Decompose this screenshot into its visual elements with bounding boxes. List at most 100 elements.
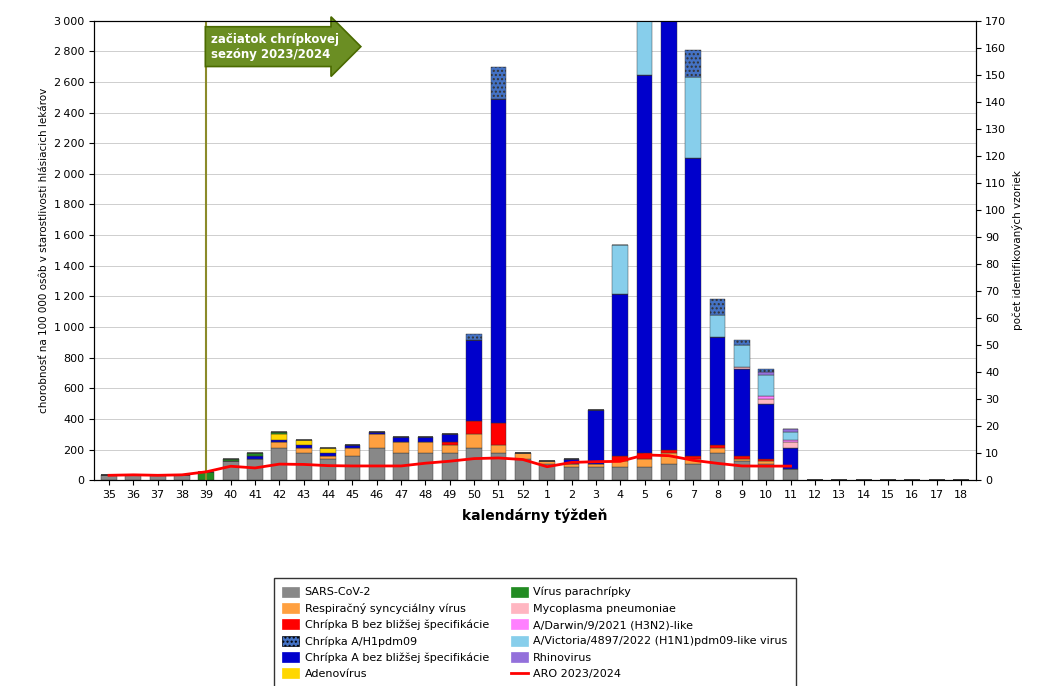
Bar (685, 464, 701, 480)
Y-axis label: počet identifikovaných vzoriek: počet identifikovaných vzoriek (1012, 170, 1023, 331)
Bar (466, 334, 483, 340)
Bar (613, 245, 628, 294)
Bar (783, 448, 798, 469)
Bar (515, 453, 531, 458)
Bar (248, 453, 263, 456)
Bar (442, 442, 457, 445)
Bar (758, 399, 774, 405)
Bar (709, 337, 726, 445)
Bar (758, 405, 774, 458)
Bar (685, 456, 701, 458)
Bar (783, 442, 798, 448)
Bar (563, 458, 579, 464)
X-axis label: kalendárny týždeň: kalendárny týždeň (463, 508, 607, 523)
Bar (758, 461, 774, 464)
Bar (248, 458, 263, 480)
Bar (198, 472, 214, 480)
Bar (637, 0, 652, 75)
Bar (587, 410, 604, 464)
Bar (491, 99, 507, 423)
Bar (637, 75, 652, 453)
Bar (783, 469, 798, 480)
Bar (320, 453, 336, 456)
Text: začiatok chrípkovej
sezóny 2023/2024: začiatok chrípkovej sezóny 2023/2024 (211, 33, 339, 60)
Bar (758, 369, 774, 372)
Bar (709, 445, 726, 448)
Bar (709, 299, 726, 316)
Bar (734, 458, 750, 461)
Bar (418, 442, 433, 453)
Bar (344, 448, 361, 456)
Bar (709, 316, 726, 337)
Bar (320, 458, 336, 480)
Bar (685, 50, 701, 78)
Bar (272, 434, 287, 440)
Bar (563, 466, 579, 480)
Bar (563, 464, 579, 466)
Bar (613, 456, 628, 461)
Bar (685, 78, 701, 158)
Bar (685, 458, 701, 464)
Bar (272, 448, 287, 480)
Bar (466, 340, 483, 421)
Bar (613, 461, 628, 466)
Bar (661, 464, 677, 480)
Bar (734, 456, 750, 458)
Bar (126, 475, 142, 480)
Bar (296, 440, 312, 445)
Bar (296, 445, 312, 448)
Bar (393, 442, 409, 453)
Bar (587, 466, 604, 480)
Bar (637, 466, 652, 480)
Bar (539, 461, 555, 464)
Bar (613, 466, 628, 480)
Bar (491, 453, 507, 480)
Bar (758, 397, 774, 399)
Bar (587, 464, 604, 466)
Bar (418, 437, 433, 442)
Bar (734, 369, 750, 456)
Bar (637, 458, 652, 466)
Bar (174, 475, 190, 480)
Bar (442, 434, 457, 442)
Bar (539, 464, 555, 480)
Bar (296, 453, 312, 480)
Bar (613, 294, 628, 456)
Bar (734, 461, 750, 480)
Y-axis label: chorobnosť na 100 000 osôb v starostlivosti hlásiacich lekárov: chorobnosť na 100 000 osôb v starostlivo… (39, 88, 48, 413)
Legend: SARS-CoV-2, Respiračný syncyciálny vírus, Chrípka B bez bližšej špecifikácie, Ch: SARS-CoV-2, Respiračný syncyciálny vírus… (274, 578, 796, 686)
Bar (222, 461, 238, 480)
Bar (369, 431, 385, 434)
Bar (637, 453, 652, 458)
Bar (101, 475, 116, 480)
Bar (369, 448, 385, 480)
Bar (272, 440, 287, 442)
Bar (758, 464, 774, 480)
Bar (661, 453, 677, 464)
Bar (272, 442, 287, 448)
Bar (369, 434, 385, 448)
Bar (393, 453, 409, 480)
Bar (709, 453, 726, 480)
Bar (661, 451, 677, 453)
Bar (222, 458, 238, 461)
Bar (320, 456, 336, 458)
Bar (709, 448, 726, 453)
Bar (393, 437, 409, 442)
Bar (296, 448, 312, 453)
Bar (344, 456, 361, 480)
Bar (248, 456, 263, 458)
Bar (783, 440, 798, 442)
Bar (734, 366, 750, 369)
Bar (758, 458, 774, 461)
Bar (661, 0, 677, 18)
Bar (515, 458, 531, 480)
Bar (491, 445, 507, 453)
Bar (272, 431, 287, 434)
Bar (758, 375, 774, 397)
Bar (466, 421, 483, 434)
Bar (442, 445, 457, 453)
Bar (783, 431, 798, 440)
Bar (491, 423, 507, 445)
Bar (661, 18, 677, 451)
